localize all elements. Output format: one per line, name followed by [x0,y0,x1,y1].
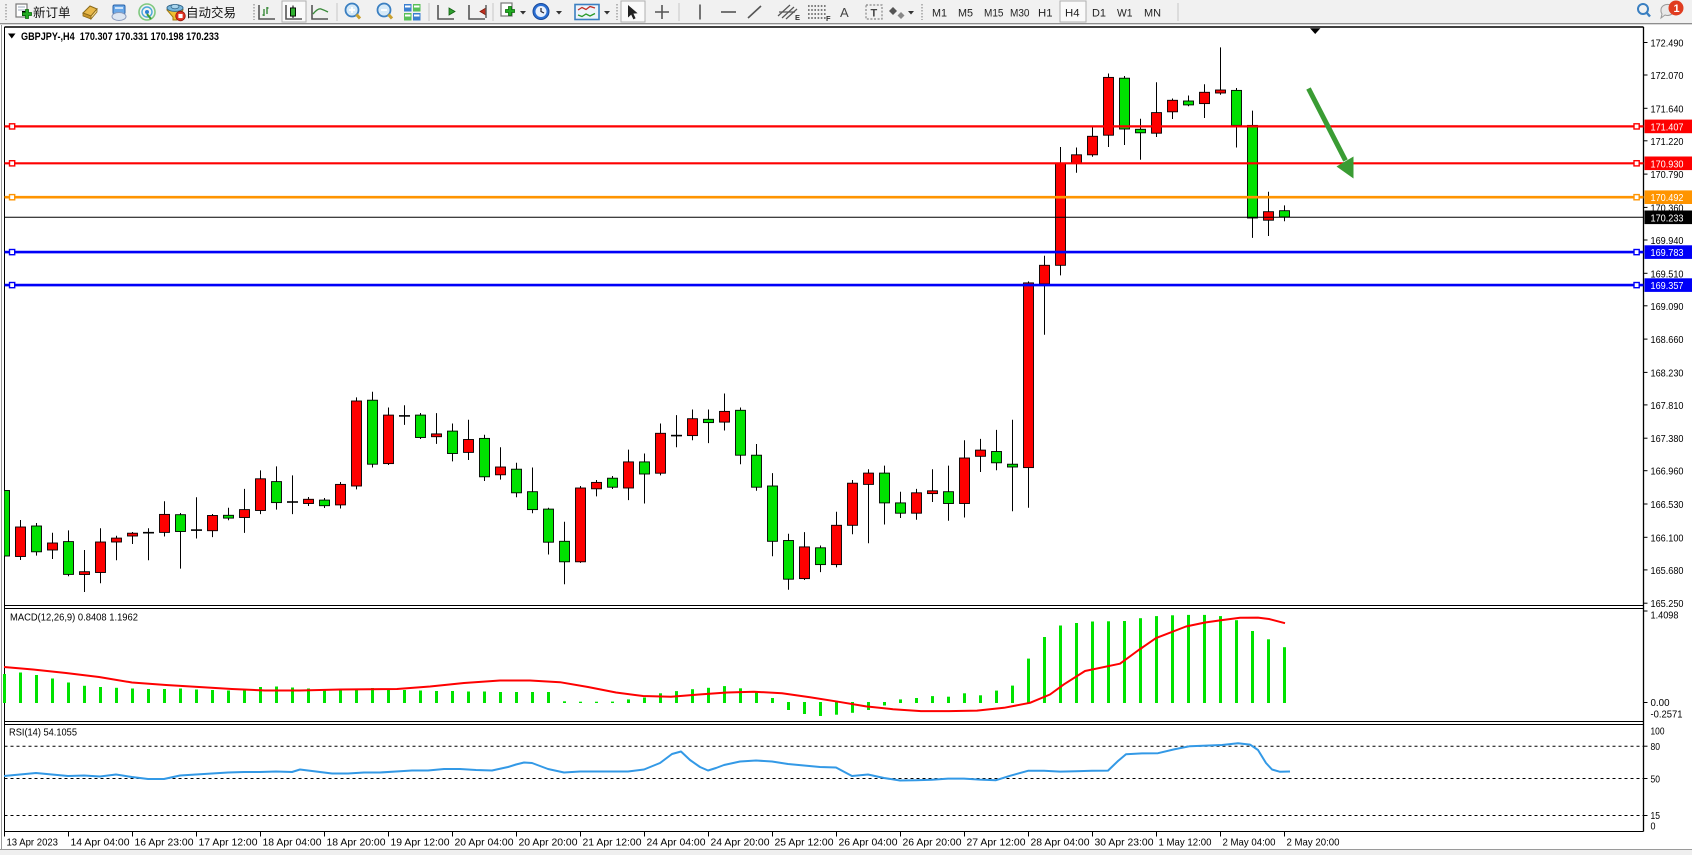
svg-text:171.220: 171.220 [1651,136,1684,148]
svg-text:170.790: 170.790 [1651,169,1684,181]
svg-text:1: 1 [1674,3,1680,15]
svg-text:H1: H1 [1038,8,1053,20]
svg-text:26 Apr 04:00: 26 Apr 04:00 [839,837,898,849]
svg-text:169.783: 169.783 [1651,247,1684,259]
svg-text:14 Apr 04:00: 14 Apr 04:00 [71,837,130,849]
svg-text:21 Apr 12:00: 21 Apr 12:00 [583,837,642,849]
svg-text:24 Apr 04:00: 24 Apr 04:00 [647,837,706,849]
svg-text:M15: M15 [984,8,1004,20]
svg-text:16 Apr 23:00: 16 Apr 23:00 [135,837,194,849]
svg-text:1 May 12:00: 1 May 12:00 [1159,837,1212,849]
svg-text:A: A [840,5,849,20]
svg-text:自动交易: 自动交易 [186,5,236,20]
svg-text:25 Apr 12:00: 25 Apr 12:00 [775,837,834,849]
svg-text:26 Apr 20:00: 26 Apr 20:00 [903,837,962,849]
svg-text:MACD(12,26,9) 0.8408 1.1962: MACD(12,26,9) 0.8408 1.1962 [10,612,138,624]
svg-text:0: 0 [1651,821,1656,833]
svg-text:165.250: 165.250 [1651,598,1684,610]
svg-text:20 Apr 20:00: 20 Apr 20:00 [519,837,578,849]
svg-text:50: 50 [1651,773,1661,785]
svg-text:GBPJPY-,H4 170.307 170.331 17: GBPJPY-,H4 170.307 170.331 170.198 170.2… [21,31,219,43]
svg-text:170.233: 170.233 [1651,212,1684,224]
svg-text:169.510: 169.510 [1651,268,1684,280]
svg-text:M30: M30 [1010,8,1030,20]
svg-text:18 Apr 04:00: 18 Apr 04:00 [263,837,322,849]
svg-text:169.090: 169.090 [1651,301,1684,313]
svg-text:-0.2571: -0.2571 [1651,709,1683,721]
svg-text:167.380: 167.380 [1651,433,1684,445]
svg-text:2 May 20:00: 2 May 20:00 [1287,837,1340,849]
svg-text:171.407: 171.407 [1651,121,1684,133]
svg-text:13 Apr 2023: 13 Apr 2023 [7,837,59,849]
svg-text:28 Apr 04:00: 28 Apr 04:00 [1031,837,1090,849]
svg-text:24 Apr 20:00: 24 Apr 20:00 [711,837,770,849]
svg-text:M5: M5 [958,8,973,20]
svg-text:D1: D1 [1092,8,1106,20]
svg-text:166.100: 166.100 [1651,532,1684,544]
svg-text:172.070: 172.070 [1651,70,1684,82]
svg-text:19 Apr 12:00: 19 Apr 12:00 [391,837,450,849]
svg-text:168.660: 168.660 [1651,334,1684,346]
svg-text:M1: M1 [932,8,947,20]
svg-text:F: F [826,14,831,23]
svg-text:167.810: 167.810 [1651,400,1684,412]
svg-text:18 Apr 20:00: 18 Apr 20:00 [327,837,386,849]
svg-text:E: E [795,13,800,22]
svg-text:169.357: 169.357 [1651,280,1684,292]
svg-text:27 Apr 12:00: 27 Apr 12:00 [967,837,1026,849]
svg-text:1.4098: 1.4098 [1651,610,1679,622]
svg-text:15: 15 [1651,810,1661,822]
svg-text:168.230: 168.230 [1651,367,1684,379]
svg-text:166.530: 166.530 [1651,499,1684,511]
svg-text:H4: H4 [1065,8,1080,20]
svg-text:2 May 04:00: 2 May 04:00 [1223,837,1276,849]
svg-text:MN: MN [1144,8,1161,20]
svg-text:新订单: 新订单 [33,5,71,20]
svg-text:169.940: 169.940 [1651,235,1684,247]
svg-text:T: T [871,8,878,20]
svg-text:20 Apr 04:00: 20 Apr 04:00 [455,837,514,849]
svg-text:100: 100 [1651,726,1665,738]
svg-text:172.490: 172.490 [1651,38,1684,50]
svg-text:17 Apr 12:00: 17 Apr 12:00 [199,837,258,849]
svg-text:80: 80 [1651,741,1661,753]
svg-text:30 Apr 23:00: 30 Apr 23:00 [1095,837,1154,849]
svg-text:RSI(14) 54.1055: RSI(14) 54.1055 [9,727,77,739]
svg-text:165.680: 165.680 [1651,565,1684,577]
svg-text:170.930: 170.930 [1651,158,1684,170]
svg-text:171.640: 171.640 [1651,103,1684,115]
svg-text:W1: W1 [1117,8,1133,20]
svg-text:0.00: 0.00 [1651,697,1670,709]
svg-text:166.960: 166.960 [1651,466,1684,478]
svg-text:170.492: 170.492 [1651,192,1684,204]
